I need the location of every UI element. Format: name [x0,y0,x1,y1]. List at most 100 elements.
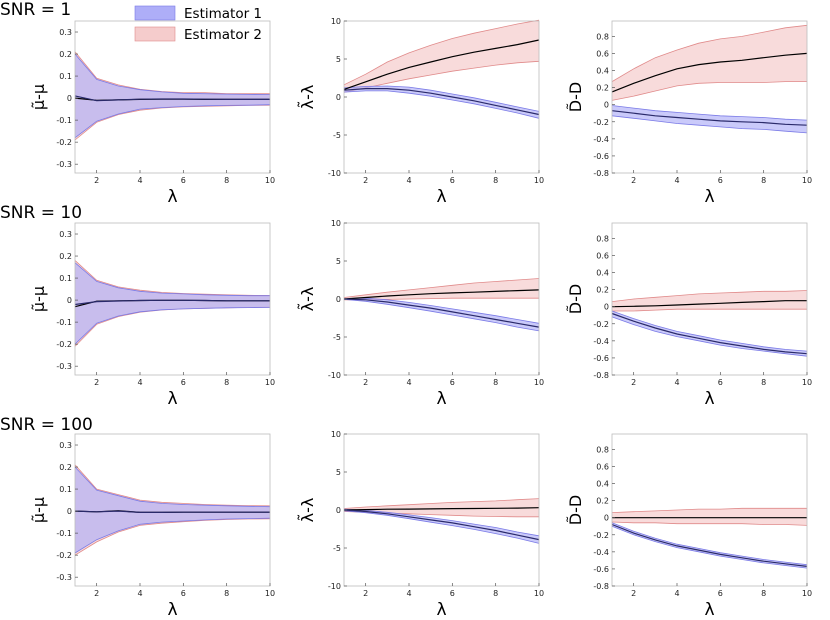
y-tick-label: 0.3 [59,230,72,239]
y-tick-label: 0 [67,94,72,103]
y-tick-label: 0.6 [596,462,609,471]
y-tick-label: -0.2 [56,138,72,147]
y-axis-label: μ̃-μ [29,84,48,110]
y-tick-label: 0.1 [59,274,72,283]
y-tick-label: -0.3 [56,573,72,582]
y-tick-label: 0.8 [596,32,609,41]
band-upper-edge-estimator-2 [74,51,270,95]
chart-panel-row3-lambda: 2 4 6 8 10 -10 -5 0 5 10 λ λ̃-λ [298,430,544,620]
band-lower-edge-estimator-1 [74,104,271,139]
mean-line-estimator-1 [74,95,270,102]
band-lower-edge-estimator-1 [611,525,808,569]
x-tick-label: 2 [631,378,636,387]
row-label-snr-1: SNR = 1 [0,0,71,20]
mean-line-estimator-1 [343,298,540,328]
y-tick-label: -0.4 [593,135,609,144]
y-tick-label: -0.4 [593,548,609,557]
y-tick-label: 5 [336,468,341,477]
band-estimator-2 [344,20,539,93]
band-lower-edge-estimator-1 [343,510,540,544]
band-upper-edge-estimator-1 [611,522,808,566]
y-tick-label: -0.1 [56,529,72,538]
chart-panel-row3-mu: 2 4 6 8 10 -0.3 -0.2 -0.1 0 0.1 0.2 0.3 λ μ̃-μ [29,433,275,620]
y-axis-label: D̃-D [566,82,585,112]
mean-line-estimator-1 [611,312,808,355]
mean-line-estimator-2 [611,300,807,308]
mean-line-estimator-1 [343,509,540,541]
x-tick-label: 8 [493,176,498,185]
band-upper-edge-estimator-2 [611,507,807,513]
x-tick-label: 2 [94,176,99,185]
x-tick-label: 6 [718,589,723,598]
x-tick-label: 4 [674,378,679,387]
x-tick-label: 6 [718,378,723,387]
panels-layer: 2 4 6 8 10 -0.3 -0.2 -0.1 0 0.1 0.2 0.3 λ μ̃-μ 2 4 6 8 10 -… [29,17,812,620]
x-tick-label: 10 [534,176,544,185]
band-upper-edge-estimator-1 [74,262,270,297]
axes-box [74,222,271,376]
y-tick-label: -0.3 [56,160,72,169]
x-tick-label: 4 [406,378,411,387]
y-tick-label: -5 [333,131,341,140]
y-tick-label: -0.2 [56,551,72,560]
chart-panel-row1-lambda: 2 4 6 8 10 -10 -5 0 5 10 λ λ̃-λ [298,17,544,207]
x-tick-label: 10 [265,378,275,387]
x-axis-label: λ [167,187,177,207]
y-tick-label: 0 [336,295,341,304]
band-upper-edge-estimator-1 [343,508,540,537]
y-axis-label: λ̃-λ [298,498,317,523]
mean-line-estimator-2 [343,289,540,300]
y-tick-label: -0.2 [593,118,609,127]
band-upper-edge-estimator-1 [343,85,540,112]
x-axis-label: λ [167,389,177,409]
band-upper-edge-estimator-2 [343,498,540,509]
x-tick-label: 6 [450,378,455,387]
legend-swatch-estimator-2 [134,26,176,42]
band-lower-edge-estimator-2 [611,521,808,526]
x-tick-label: 10 [265,176,275,185]
x-tick-label: 4 [137,589,142,598]
y-tick-label: -0.8 [593,169,609,178]
x-tick-label: 6 [181,378,186,387]
x-axis-label: λ [436,600,446,620]
y-tick-label: 10 [331,430,341,439]
legend-label-estimator-1: Estimator 1 [184,6,262,22]
band-lower-edge-estimator-1 [611,115,808,134]
y-tick-label: -0.8 [593,582,609,591]
mean-line-estimator-2 [611,52,808,93]
band-upper-edge-estimator-1 [611,105,808,121]
chart-panel-row2-lambda: 2 4 6 8 10 -10 -5 0 5 10 λ λ̃-λ [298,219,544,409]
y-tick-label: 0 [67,296,72,305]
x-tick-label: 10 [802,176,812,185]
axes-box [74,20,271,174]
y-tick-label: 0 [336,506,341,515]
y-tick-label: -0.4 [593,337,609,346]
y-tick-label: -0.1 [56,318,72,327]
band-lower-edge-estimator-1 [74,307,271,345]
y-tick-label: -0.2 [593,531,609,540]
x-tick-label: 2 [363,589,368,598]
x-tick-label: 4 [674,589,679,598]
y-tick-label: -10 [328,371,341,380]
x-tick-label: 6 [450,176,455,185]
band-upper-edge-estimator-1 [611,310,808,352]
y-axis-label: λ̃-λ [298,85,317,110]
axes-box [74,433,271,587]
y-tick-label: -0.3 [56,362,72,371]
band-estimator-1 [75,262,270,345]
y-tick-label: 0.1 [59,72,72,81]
band-lower-edge-estimator-1 [343,299,540,332]
band-estimator-1 [75,467,270,553]
chart-panel-row1-d: 2 4 6 8 10 -0.8 -0.6 -0.4 -0.2 0 0.2 0.4 0.6 0.8 λ D̃-D [566,20,812,207]
band-estimator-2 [612,508,807,526]
y-tick-label: 0 [67,507,72,516]
y-tick-label: 0.6 [596,49,609,58]
y-tick-label: -0.1 [56,116,72,125]
band-upper-edge-estimator-2 [74,464,271,507]
axes-box [611,433,808,587]
y-tick-label: -5 [333,333,341,342]
band-lower-edge-estimator-2 [74,518,271,556]
mean-line-estimator-2 [343,39,540,90]
y-tick-label: 0.4 [596,67,609,76]
band-lower-edge-estimator-1 [74,517,271,554]
